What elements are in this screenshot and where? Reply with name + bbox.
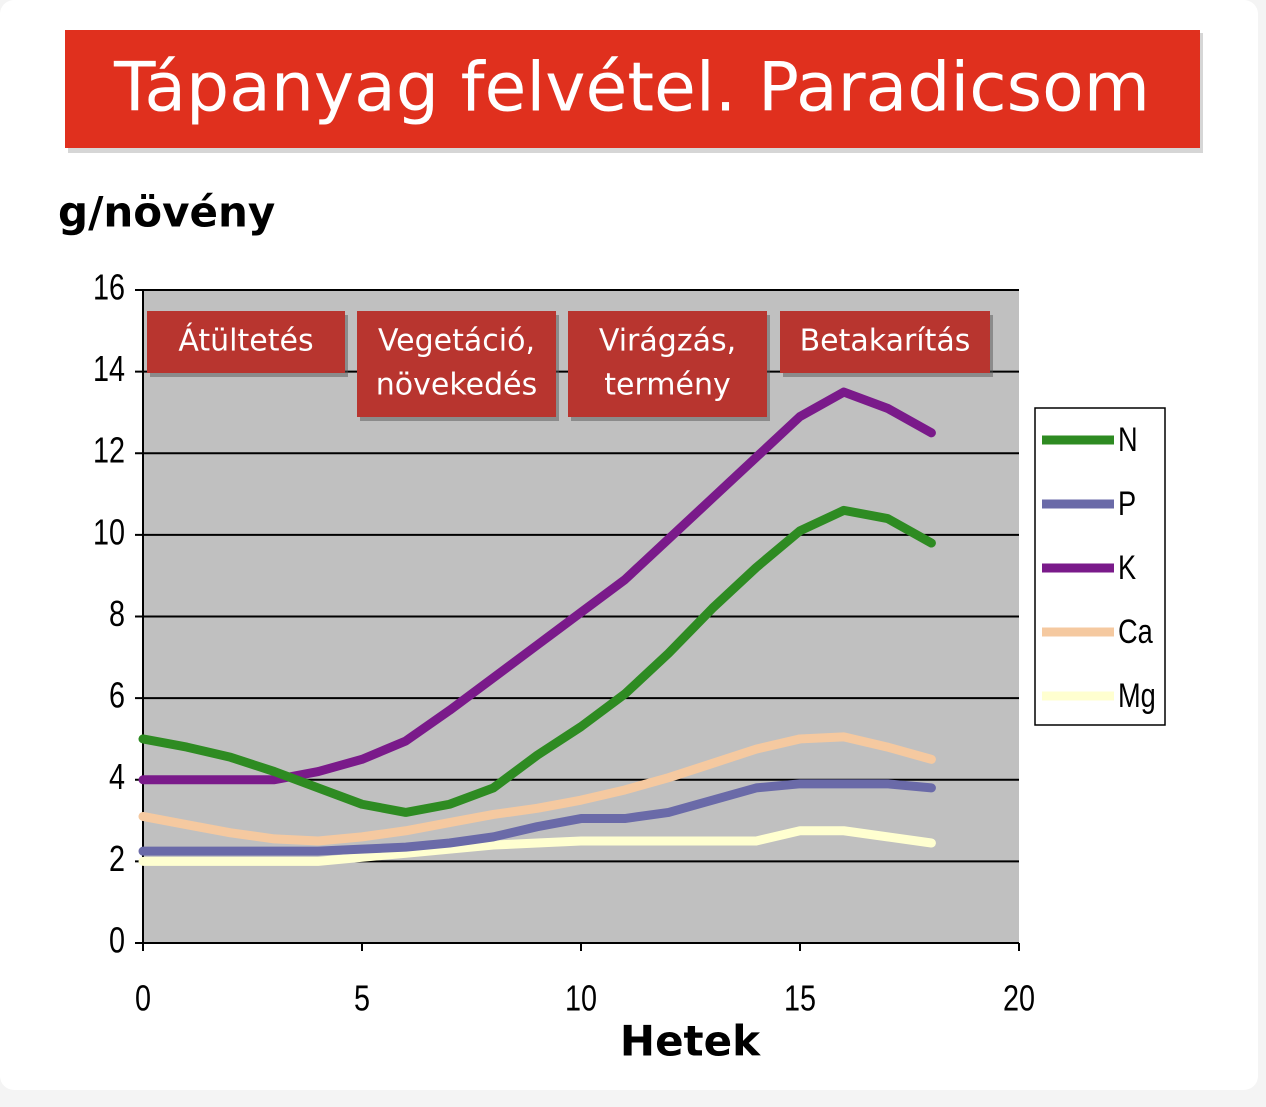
y-tick-label: 10 xyxy=(93,511,125,552)
phase-label: Virágzás, xyxy=(599,324,736,359)
phase-label: termény xyxy=(604,368,730,403)
phase-box xyxy=(147,311,345,373)
y-tick-label: 2 xyxy=(109,838,125,879)
y-tick-label: 14 xyxy=(93,348,125,389)
legend-label: N xyxy=(1118,420,1138,459)
series-line xyxy=(138,387,936,785)
y-tick-label: 16 xyxy=(93,266,125,307)
phase-label: Betakarítás xyxy=(800,324,971,359)
y-tick-label: 12 xyxy=(93,430,125,471)
y-tick-label: 4 xyxy=(109,756,125,797)
series-line xyxy=(138,505,936,817)
phase-label: Átültetés xyxy=(178,323,313,359)
series-line xyxy=(138,732,936,846)
phase-box xyxy=(357,311,556,417)
x-tick-label: 20 xyxy=(1003,977,1035,1018)
y-tick-label: 8 xyxy=(109,593,125,634)
phase-box xyxy=(780,311,990,373)
x-tick-label: 10 xyxy=(565,977,597,1018)
phase-label: növekedés xyxy=(376,368,537,403)
y-axis-title: g/növény xyxy=(58,188,275,237)
chart-title: Tápanyag felvétel. Paradicsom xyxy=(113,49,1150,128)
legend-label: P xyxy=(1118,484,1136,523)
title-banner xyxy=(65,30,1200,148)
y-tick-label: 6 xyxy=(109,675,125,716)
x-tick-label: 0 xyxy=(135,977,151,1018)
x-axis-title: Hetek xyxy=(620,1017,761,1066)
phase-box xyxy=(568,311,767,417)
series-line xyxy=(138,779,936,856)
x-tick-label: 5 xyxy=(354,977,370,1018)
y-tick-label: 0 xyxy=(109,919,125,960)
x-tick-label: 15 xyxy=(784,977,816,1018)
legend-label: K xyxy=(1118,548,1137,587)
legend-label: Mg xyxy=(1118,676,1156,715)
series-line xyxy=(138,826,936,866)
legend-label: Ca xyxy=(1118,612,1154,651)
phase-label: Vegetáció, xyxy=(378,324,535,359)
